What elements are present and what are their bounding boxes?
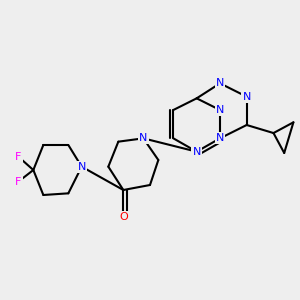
Text: F: F (15, 177, 22, 187)
Text: N: N (193, 147, 201, 157)
Text: F: F (15, 152, 22, 162)
Text: O: O (119, 212, 128, 222)
Text: N: N (216, 105, 224, 115)
Text: N: N (77, 162, 86, 172)
Text: N: N (216, 78, 224, 88)
Text: N: N (216, 133, 224, 143)
Text: N: N (139, 133, 148, 143)
Text: N: N (242, 92, 251, 102)
